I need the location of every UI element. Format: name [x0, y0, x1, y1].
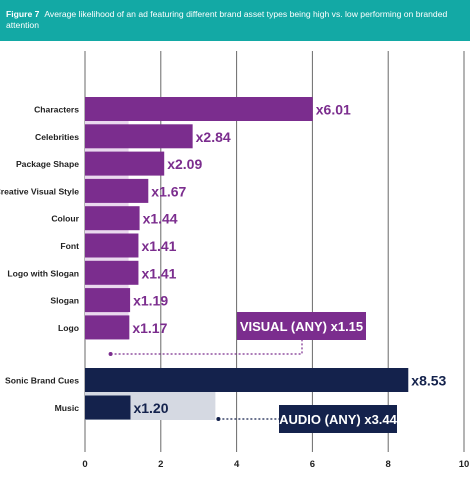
visual-category-label: Colour	[51, 214, 79, 224]
x-tick-label: 0	[82, 459, 87, 470]
visual-callout-text: VISUAL (ANY) x1.15	[240, 319, 363, 334]
visual-bar	[85, 288, 131, 313]
x-tick-label: 6	[310, 459, 315, 470]
visual-callout-connector	[110, 340, 303, 355]
x-tick-label: 10	[459, 459, 470, 470]
visual-value-label: x2.09	[167, 156, 202, 172]
visual-value-label: x1.41	[141, 265, 176, 281]
visual-category-label: Characters	[34, 105, 79, 115]
visual-category-label: Celebrities	[35, 132, 79, 142]
aggregate-callouts: VISUAL (ANY) x1.15 AUDIO (ANY) x3.44	[108, 312, 398, 433]
data-bars	[85, 97, 409, 420]
x-tick-label: 4	[234, 459, 240, 470]
figure-banner: Figure 7 Average likelihood of an ad fea…	[0, 0, 470, 41]
x-tick-label: 8	[386, 459, 391, 470]
visual-value-label: x1.44	[143, 211, 178, 227]
visual-value-label: x2.84	[196, 129, 231, 145]
visual-value-label: x1.17	[132, 320, 167, 336]
audio-category-label: Music	[55, 403, 80, 413]
audio-bar	[85, 368, 409, 392]
visual-category-label: Package Shape	[16, 159, 79, 169]
visual-value-label: x1.19	[133, 293, 168, 309]
audio-bar	[85, 395, 131, 420]
x-tick-label: 2	[158, 459, 163, 470]
visual-category-label: Logo	[58, 323, 79, 333]
audio-value-label: x8.53	[411, 373, 446, 389]
audio-category-label: Sonic Brand Cues	[5, 376, 79, 386]
visual-callout-dot	[108, 352, 113, 356]
bar-chart: 0 2 4 6 8 10 Characters x6.01 Celebrities x2.84 Pa…	[0, 51, 469, 471]
visual-category-label: Slogan	[50, 296, 79, 306]
visual-bar	[85, 206, 140, 231]
labels: 0 2 4 6 8 10 Characters x6.01 Celebrities x2.84 Pa…	[0, 102, 469, 471]
audio-value-label: x1.20	[133, 400, 168, 416]
visual-value-label: x1.67	[151, 183, 186, 199]
visual-bar	[85, 151, 165, 176]
figure-label: Figure 7	[6, 9, 40, 19]
visual-bar	[85, 97, 313, 121]
visual-value-label: x1.41	[141, 238, 176, 254]
visual-bar	[85, 233, 139, 258]
visual-category-label: Font	[60, 241, 79, 251]
visual-bar	[85, 124, 193, 149]
audio-callout-box	[279, 405, 397, 433]
visual-bar	[85, 260, 139, 285]
audio-callout-dot	[216, 417, 221, 421]
visual-category-label: Logo with Slogan	[7, 268, 79, 278]
visual-value-label: x6.01	[316, 102, 351, 118]
audio-callout-text: AUDIO (ANY) x3.44	[279, 412, 398, 427]
visual-callout-box	[237, 312, 366, 340]
visual-category-label: Creative Visual Style	[0, 186, 79, 196]
visual-bar	[85, 178, 149, 203]
figure-caption: Average likelihood of an ad featuring di…	[6, 9, 448, 30]
visual-bar	[85, 315, 130, 340]
